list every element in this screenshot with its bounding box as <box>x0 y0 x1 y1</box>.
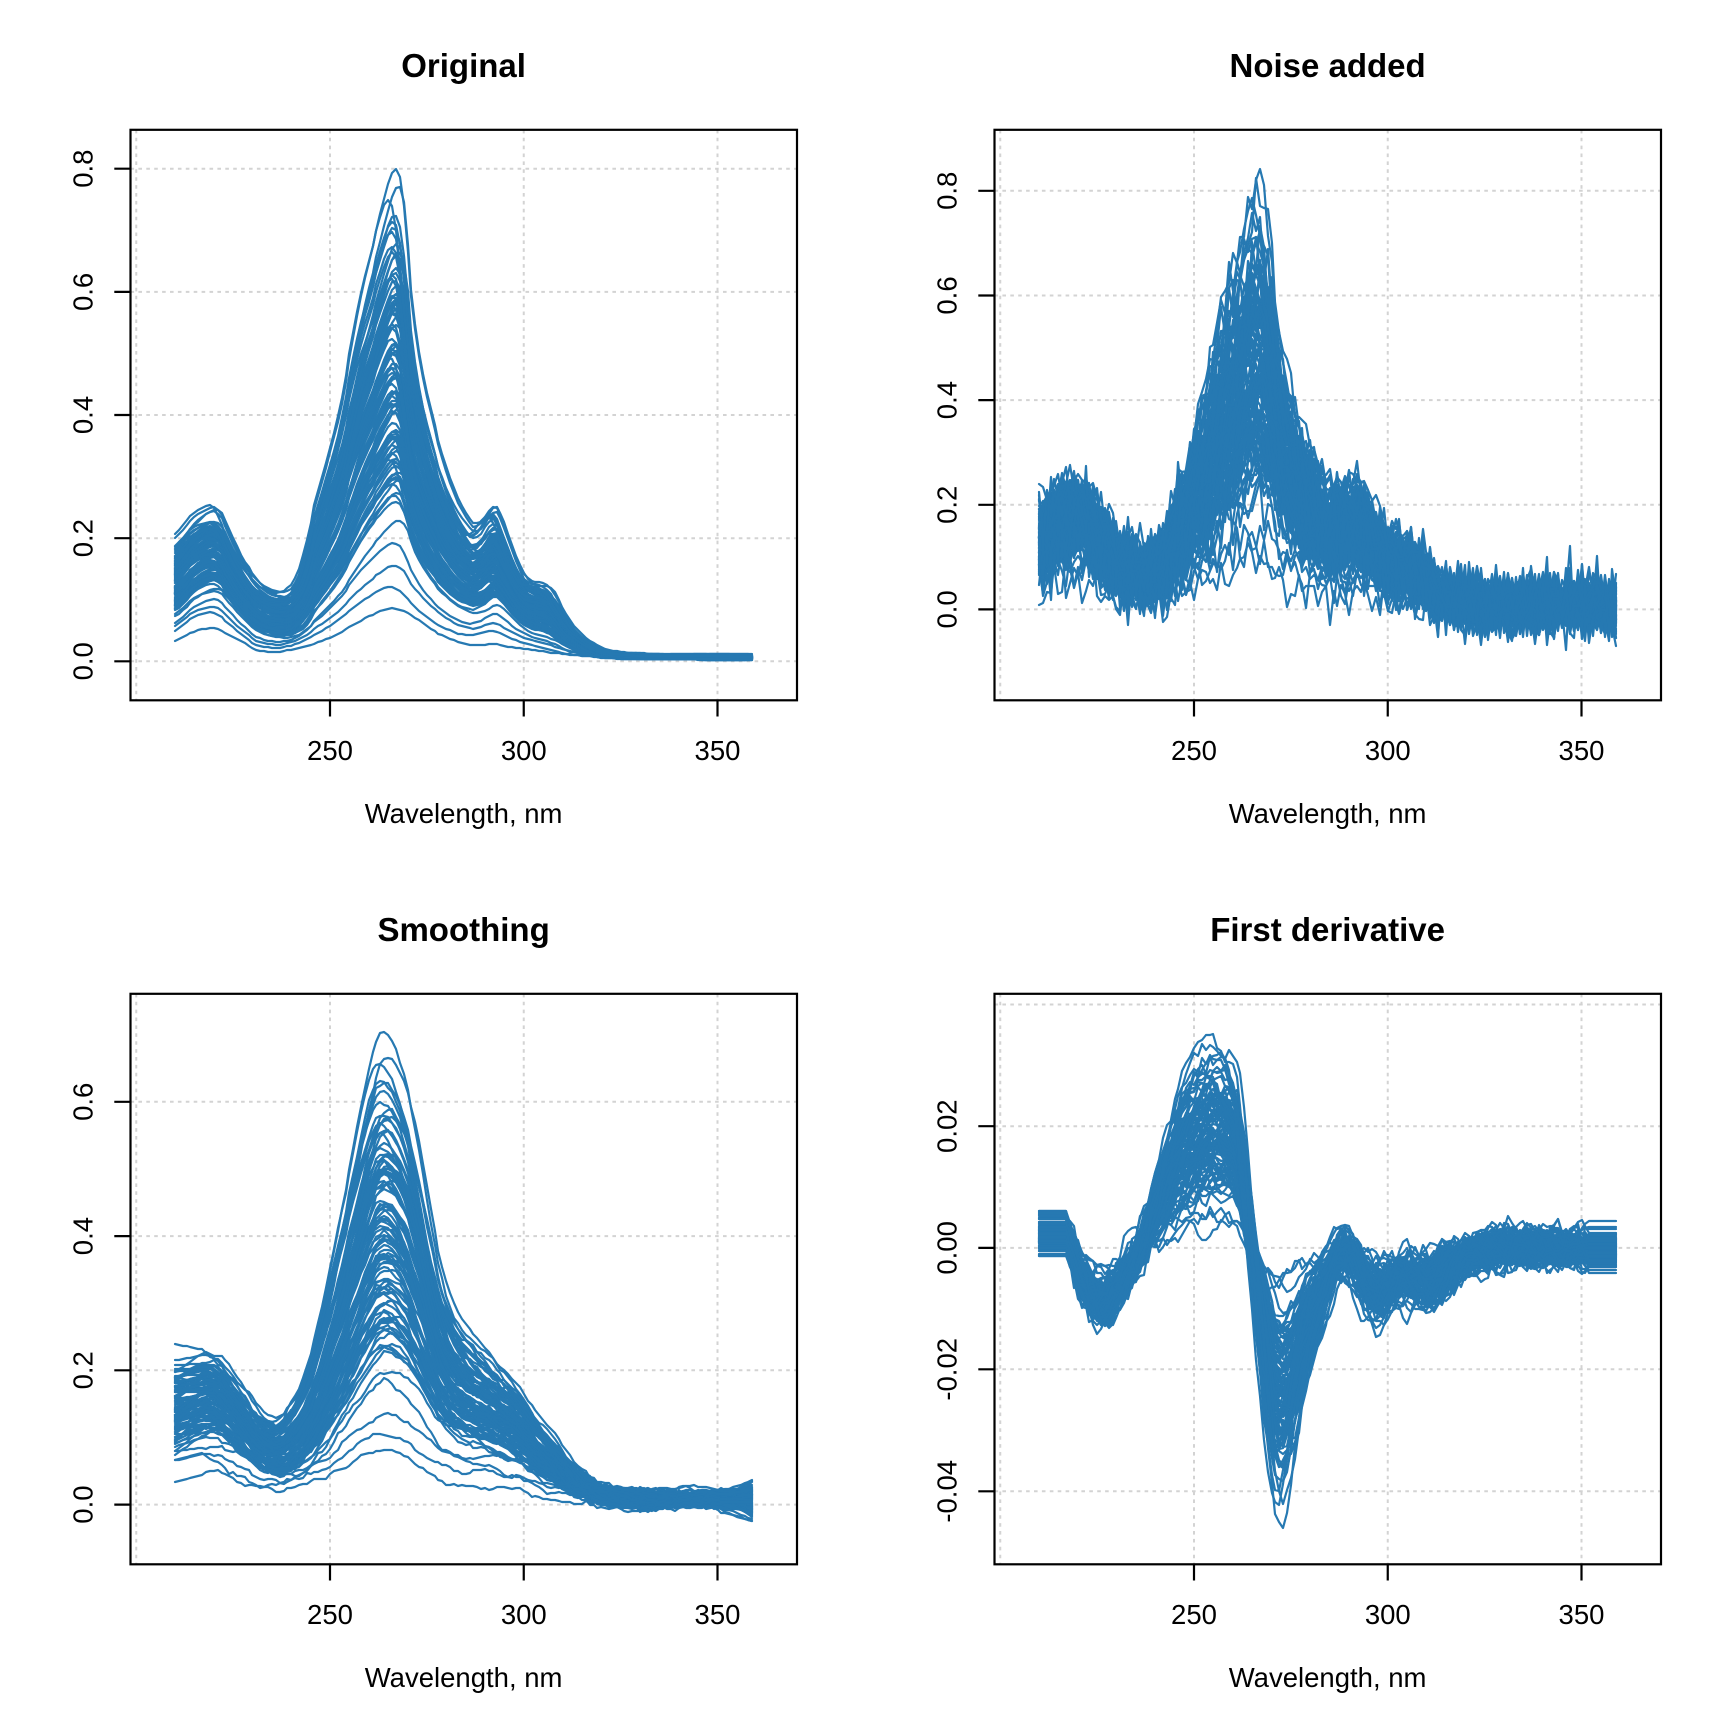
svg-text:250: 250 <box>307 1599 353 1630</box>
svg-text:350: 350 <box>695 735 741 766</box>
svg-text:300: 300 <box>501 1599 547 1630</box>
svg-text:Wavelength, nm: Wavelength, nm <box>365 798 563 829</box>
svg-text:0.2: 0.2 <box>68 1351 99 1389</box>
svg-text:Wavelength, nm: Wavelength, nm <box>365 1662 563 1693</box>
svg-text:0.6: 0.6 <box>932 276 963 314</box>
svg-text:0.0: 0.0 <box>932 590 963 628</box>
svg-text:Noise added: Noise added <box>1229 47 1425 84</box>
svg-text:0.0: 0.0 <box>68 642 99 680</box>
svg-text:0.6: 0.6 <box>68 273 99 311</box>
svg-text:250: 250 <box>1171 1599 1217 1630</box>
svg-text:0.6: 0.6 <box>68 1083 99 1121</box>
svg-text:300: 300 <box>501 735 547 766</box>
svg-text:0.8: 0.8 <box>932 172 963 210</box>
svg-text:Wavelength, nm: Wavelength, nm <box>1229 798 1427 829</box>
svg-text:350: 350 <box>695 1599 741 1630</box>
svg-text:First derivative: First derivative <box>1210 911 1445 948</box>
svg-text:250: 250 <box>307 735 353 766</box>
svg-text:Original: Original <box>401 47 526 84</box>
svg-text:350: 350 <box>1559 735 1605 766</box>
svg-text:0.4: 0.4 <box>932 381 963 419</box>
svg-text:0.4: 0.4 <box>68 396 99 434</box>
svg-text:0.02: 0.02 <box>932 1099 963 1153</box>
svg-text:0.2: 0.2 <box>932 486 963 524</box>
svg-text:0.2: 0.2 <box>68 519 99 557</box>
svg-text:300: 300 <box>1365 735 1411 766</box>
svg-text:350: 350 <box>1559 1599 1605 1630</box>
svg-text:0.4: 0.4 <box>68 1217 99 1255</box>
svg-text:300: 300 <box>1365 1599 1411 1630</box>
svg-text:0.0: 0.0 <box>68 1485 99 1523</box>
svg-text:0.8: 0.8 <box>68 150 99 188</box>
svg-text:-0.04: -0.04 <box>932 1460 963 1523</box>
svg-text:Wavelength, nm: Wavelength, nm <box>1229 1662 1427 1693</box>
svg-text:250: 250 <box>1171 735 1217 766</box>
svg-text:Smoothing: Smoothing <box>377 911 549 948</box>
svg-text:0.00: 0.00 <box>932 1221 963 1275</box>
svg-text:-0.02: -0.02 <box>932 1338 963 1401</box>
